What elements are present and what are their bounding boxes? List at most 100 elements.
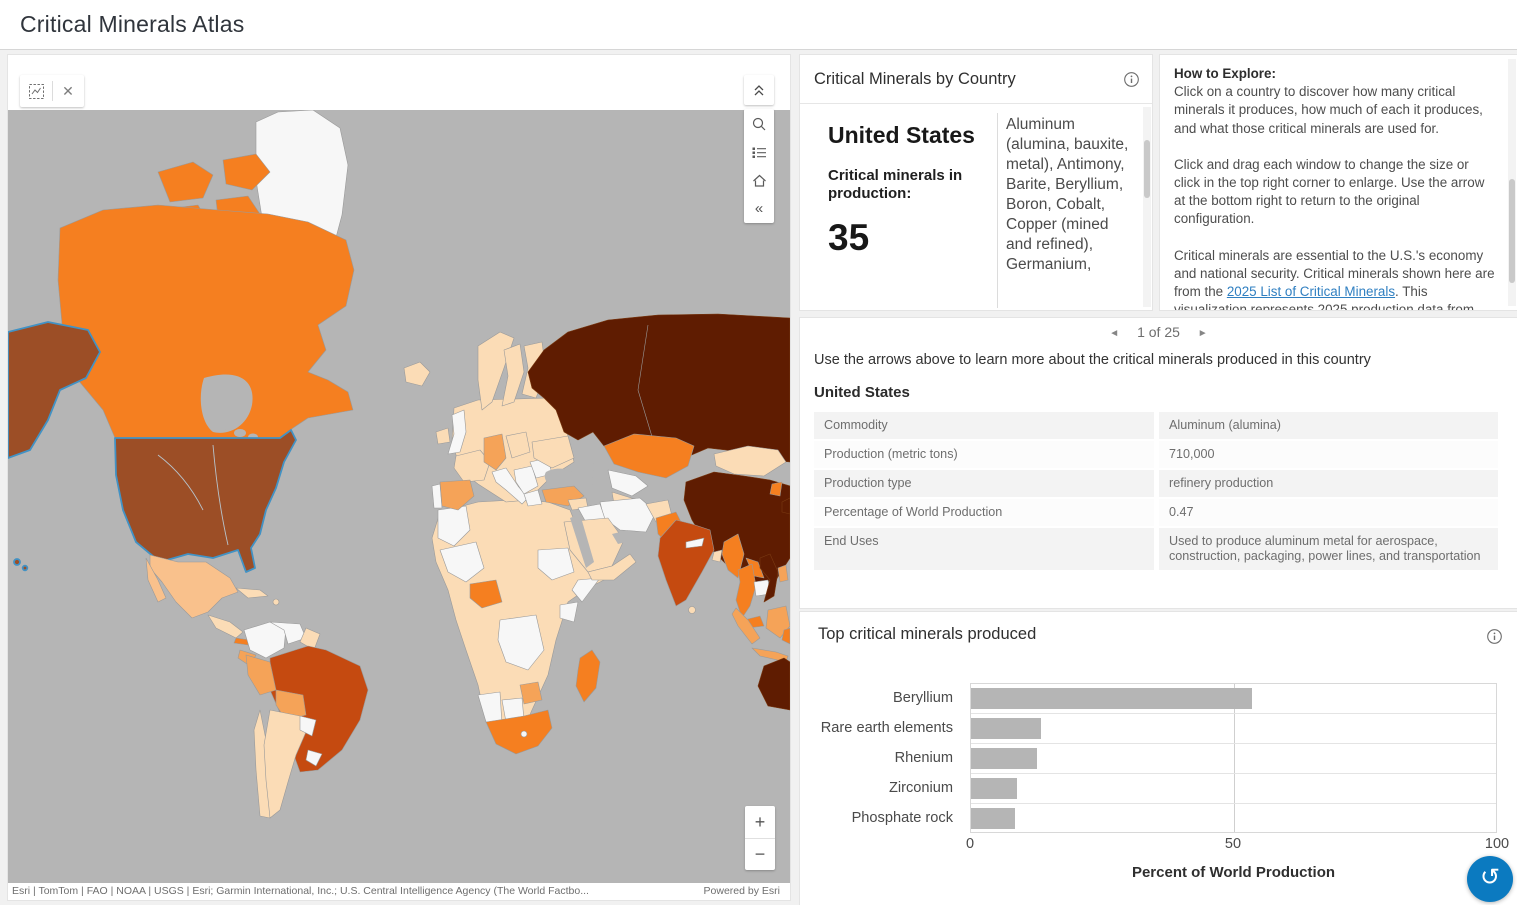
- country-greece[interactable]: [523, 489, 543, 507]
- country-united-states[interactable]: [114, 429, 297, 573]
- country-zimbabwe[interactable]: [519, 681, 543, 705]
- paragraph-1-text: Click on a country to discover how many …: [1174, 84, 1483, 136]
- country-poland[interactable]: [505, 431, 531, 459]
- country-thailand[interactable]: [735, 563, 757, 619]
- country-yemen-oman[interactable]: [587, 553, 637, 581]
- world-map[interactable]: [8, 109, 790, 883]
- category-label: Beryllium: [892, 690, 953, 706]
- country-vietnam[interactable]: [759, 553, 779, 603]
- bar-rare-earth-elements[interactable]: [971, 718, 1042, 739]
- country-ireland[interactable]: [435, 427, 451, 445]
- previous-page-button[interactable]: ◄: [1109, 328, 1120, 339]
- instruction-text: Use the arrows above to learn more about…: [814, 352, 1371, 368]
- map-zoom-controls: + −: [745, 806, 775, 870]
- plus-icon: +: [754, 811, 766, 832]
- country-kenya[interactable]: [559, 601, 579, 623]
- country-canada-islands[interactable]: [157, 161, 214, 203]
- country-peru[interactable]: [245, 654, 277, 696]
- country-south-africa[interactable]: [485, 709, 553, 755]
- country-kazakhstan[interactable]: [603, 433, 695, 479]
- country-indonesia-sumatra[interactable]: [731, 607, 761, 645]
- region-balkans[interactable]: [513, 465, 539, 495]
- country-mexico[interactable]: [149, 554, 239, 619]
- country-nigeria[interactable]: [469, 579, 503, 609]
- list-icon: [752, 147, 766, 158]
- critical-minerals-list-link[interactable]: 2025 List of Critical Minerals: [1226, 284, 1396, 300]
- category-label: Rare earth elements: [820, 720, 953, 736]
- country-panama[interactable]: [233, 637, 251, 646]
- country-venezuela[interactable]: [269, 621, 307, 645]
- country-mexico-baja[interactable]: [145, 557, 167, 603]
- zoom-in-button[interactable]: +: [745, 807, 775, 838]
- country-united-states-alaska[interactable]: [8, 321, 101, 459]
- country-paraguay[interactable]: [299, 715, 317, 737]
- close-widget-button[interactable]: ✕: [53, 75, 84, 107]
- collapse-panel-button[interactable]: «: [744, 194, 774, 222]
- country-bangladesh[interactable]: [711, 549, 723, 563]
- collapse-toolbar-button[interactable]: [744, 75, 774, 105]
- region-central-america[interactable]: [207, 614, 244, 639]
- category-label: Rhenium: [894, 750, 953, 766]
- scrollbar-thumb[interactable]: [1509, 179, 1515, 283]
- country-australia[interactable]: [757, 657, 790, 711]
- bar-beryllium[interactable]: [971, 688, 1252, 709]
- country-papua-new-guinea[interactable]: [781, 627, 790, 645]
- country-united-kingdom[interactable]: [447, 409, 467, 455]
- legend-widget-button[interactable]: [21, 75, 52, 107]
- country-united-states-hawaii[interactable]: [21, 564, 29, 572]
- country-nepal[interactable]: [685, 537, 705, 549]
- next-page-button[interactable]: ►: [1197, 328, 1208, 339]
- commodity-table: Commodity Aluminum (alumina) Production …: [814, 412, 1498, 570]
- country-india[interactable]: [657, 519, 715, 607]
- row-separator: [971, 803, 1496, 804]
- country-uzbekistan[interactable]: [607, 469, 649, 497]
- country-france[interactable]: [453, 449, 491, 483]
- country-spain[interactable]: [439, 479, 475, 511]
- country-sri-lanka[interactable]: [688, 606, 696, 614]
- paragraph-3: Critical minerals are essential to the U…: [1174, 247, 1495, 310]
- row-separator: [971, 743, 1496, 744]
- country-italy[interactable]: [491, 467, 529, 505]
- bar-phosphate-rock[interactable]: [971, 808, 1016, 829]
- chart-category-labels: Beryllium Rare earth elements Rhenium Zi…: [800, 683, 960, 833]
- country-uruguay[interactable]: [305, 749, 323, 767]
- country-dr-congo[interactable]: [497, 614, 545, 671]
- country-philippines[interactable]: [777, 564, 789, 583]
- country-united-states-hawaii[interactable]: [13, 558, 21, 566]
- info-icon[interactable]: [1123, 71, 1140, 88]
- country-lesotho[interactable]: [520, 730, 528, 738]
- reset-layout-button[interactable]: ↺: [1467, 856, 1513, 902]
- panel-title: Critical Minerals by Country: [814, 70, 1016, 88]
- country-madagascar[interactable]: [575, 649, 601, 703]
- country-canada-islands[interactable]: [222, 153, 271, 191]
- home-button[interactable]: [744, 166, 774, 194]
- country-sweden[interactable]: [501, 343, 525, 407]
- country-myanmar[interactable]: [721, 533, 745, 579]
- country-mongolia[interactable]: [713, 445, 787, 477]
- country-canada[interactable]: [57, 204, 355, 439]
- country-portugal[interactable]: [431, 483, 443, 509]
- country-cuba[interactable]: [235, 587, 269, 599]
- paragraph-3-end: . This visualization represents 2025 pro…: [1174, 284, 1474, 310]
- country-hispaniola[interactable]: [272, 598, 280, 606]
- country-sudan[interactable]: [537, 547, 575, 581]
- bar-zirconium[interactable]: [971, 778, 1017, 799]
- bar-rhenium[interactable]: [971, 748, 1037, 769]
- country-mali[interactable]: [439, 541, 485, 583]
- country-south-korea[interactable]: [769, 481, 783, 497]
- country-germany[interactable]: [483, 433, 507, 471]
- zoom-out-button[interactable]: −: [745, 839, 775, 870]
- scrollbar-thumb[interactable]: [1144, 140, 1150, 198]
- table-row: Percentage of World Production 0.47: [814, 499, 1498, 526]
- layer-list-button[interactable]: [744, 138, 774, 166]
- info-icon[interactable]: [1486, 628, 1503, 645]
- how-to-explore-panel: How to Explore: Click on a country to di…: [1160, 55, 1517, 310]
- row-value: Used to produce aluminum metal for aeros…: [1159, 528, 1498, 570]
- search-button[interactable]: [744, 110, 774, 138]
- country-indonesia-java[interactable]: [751, 647, 789, 663]
- country-iceland[interactable]: [403, 361, 431, 387]
- country-ukraine[interactable]: [531, 435, 575, 469]
- map-canvas[interactable]: [8, 109, 790, 883]
- caspian-sea: [592, 460, 608, 508]
- country-japan[interactable]: [781, 497, 790, 515]
